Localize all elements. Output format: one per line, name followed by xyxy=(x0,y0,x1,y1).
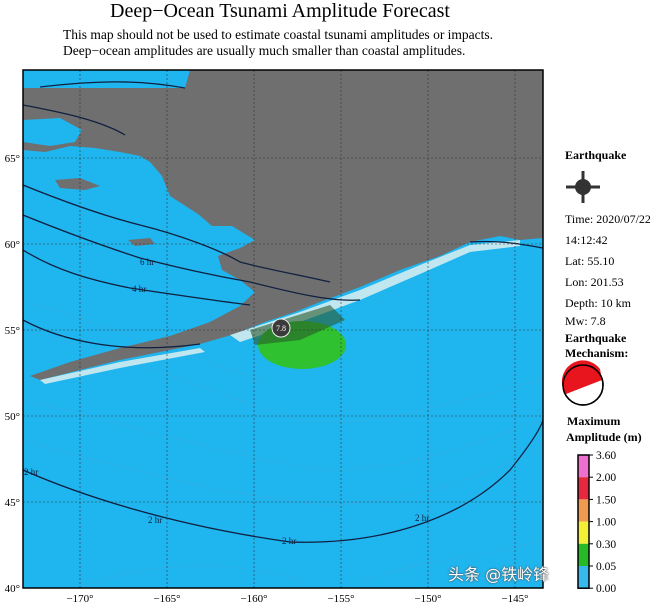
epicenter-crosshair-icon xyxy=(566,171,600,203)
earthquake-time: Time: 2020/07/22 xyxy=(565,212,650,226)
beachball-icon xyxy=(561,360,604,406)
lat-tick: 60° xyxy=(5,239,20,251)
legend-title-2: Amplitude (m) xyxy=(566,430,642,444)
colorbar-label: 0.30 xyxy=(596,539,616,551)
lat-tick: 45° xyxy=(5,497,20,509)
contour-label-2hr: 2 hr xyxy=(24,467,38,477)
contour-label-4hr: 4 hr xyxy=(132,284,146,294)
earthquake-clock: 14:12:42 xyxy=(565,233,608,247)
lon-tick: −150° xyxy=(414,593,441,605)
lat-tick: 50° xyxy=(5,411,20,423)
amplitude-colorbar xyxy=(577,454,590,589)
contour-label-2hr: 2 hr xyxy=(148,515,162,525)
earthquake-depth: Depth: 10 km xyxy=(565,296,631,310)
colorbar-label: 0.05 xyxy=(596,561,616,573)
earthquake-lat: Lat: 55.10 xyxy=(565,254,615,268)
epicenter-marker xyxy=(271,318,291,338)
mechanism-heading-2: Mechanism: xyxy=(565,346,629,360)
map-frame xyxy=(22,69,544,589)
lon-tick: −145° xyxy=(501,593,528,605)
map-title: Deep−Ocean Tsunami Amplitude Forecast xyxy=(110,0,450,22)
lat-tick: 55° xyxy=(5,325,20,337)
colorbar-segment xyxy=(578,521,589,544)
lon-tick: −165° xyxy=(153,593,180,605)
colorbar-segment xyxy=(578,543,589,566)
ocean-inlet xyxy=(23,118,82,146)
colorbar-segment xyxy=(578,499,589,522)
earthquake-lon: Lon: 201.53 xyxy=(565,275,624,289)
colorbar-label: 1.00 xyxy=(596,517,616,529)
contour-label-2hr: 2 hr xyxy=(282,536,296,546)
colorbar-label: 0.00 xyxy=(596,583,616,595)
travel-time-contours xyxy=(23,81,543,543)
colorbar-label: 1.50 xyxy=(596,494,616,506)
lon-tick: −155° xyxy=(327,593,354,605)
subtitle-line-2: Deep−ocean amplitudes are usually much s… xyxy=(63,43,466,58)
land-alaska-siberia xyxy=(23,70,543,380)
lon-tick: −170° xyxy=(66,593,93,605)
colorbar-segment xyxy=(578,477,589,500)
colorbar-label: 3.60 xyxy=(596,450,616,462)
contour-label-2hr: 2 hr xyxy=(415,513,429,523)
lon-tick: −160° xyxy=(240,593,267,605)
mechanism-heading-1: Earthquake xyxy=(565,331,627,345)
legend-title-1: Maximum xyxy=(567,414,621,428)
lat-tick: 40° xyxy=(5,583,20,595)
amplitude-patch-near-source xyxy=(250,305,345,345)
subtitle-line-1: This map should not be used to estimate … xyxy=(63,27,494,42)
lat-tick: 65° xyxy=(5,153,20,165)
epicenter-magnitude: 7.8 xyxy=(276,324,286,333)
colorbar-label: 2.00 xyxy=(596,472,616,484)
colorbar-segment xyxy=(578,566,589,589)
island-st-lawrence xyxy=(55,178,100,190)
earthquake-heading: Earthquake xyxy=(565,148,627,162)
colorbar-segment xyxy=(578,455,589,478)
watermark: 头条 @铁岭锋 xyxy=(448,565,550,584)
contour-label-6hr: 6 hr xyxy=(140,257,154,267)
earthquake-magnitude: Mw: 7.8 xyxy=(565,314,606,328)
